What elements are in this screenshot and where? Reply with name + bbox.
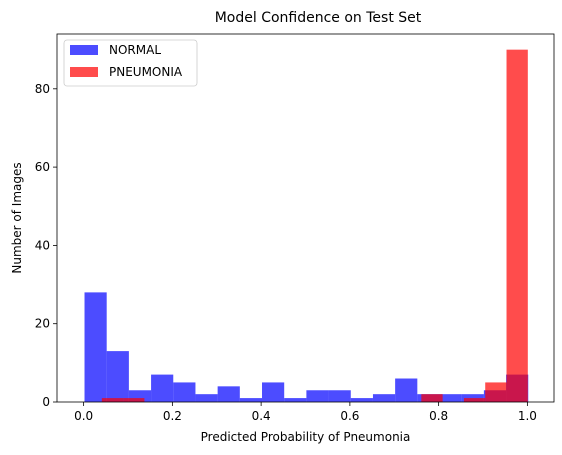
bar-normal-16 (439, 394, 462, 402)
legend-swatch-normal (70, 45, 98, 55)
x-tick-label-5: 1.0 (518, 409, 537, 423)
y-tick-label-3: 60 (35, 160, 50, 174)
y-tick-label-0: 0 (42, 395, 50, 409)
x-tick-label-3: 0.6 (340, 409, 359, 423)
x-tick-label-4: 0.8 (429, 409, 448, 423)
bar-pneumonia-1 (123, 398, 145, 402)
y-tick-label-2: 40 (35, 238, 50, 252)
bar-normal-10 (306, 390, 329, 402)
chart-title: Model Confidence on Test Set (215, 10, 422, 26)
legend-label-pneumonia: PNEUMONIA (109, 65, 183, 79)
legend: NORMAL PNEUMONIA (63, 39, 198, 87)
x-axis-label: Predicted Probability of Pneumonia (201, 430, 411, 444)
bar-normal-13 (372, 394, 396, 402)
bar-pneumonia-19 (506, 49, 528, 402)
y-tick-label-1: 20 (35, 317, 50, 331)
x-axis: 0.0 0.2 0.4 0.6 0.8 1.0 (74, 402, 537, 423)
bar-normal-14 (395, 378, 418, 402)
bar-normal-11 (328, 390, 351, 402)
legend-swatch-pneumonia (70, 67, 98, 77)
x-tick-label-0: 0.0 (74, 409, 93, 423)
x-tick-label-1: 0.2 (163, 409, 182, 423)
bar-pneumonia-18 (485, 382, 507, 402)
y-axis-label: Number of Images (10, 162, 24, 273)
bar-normal-4 (173, 382, 196, 402)
bars-layer (84, 49, 529, 402)
bar-normal-7 (239, 398, 263, 402)
bar-normal-3 (151, 374, 174, 402)
bar-normal-8 (262, 382, 285, 402)
plot-frame (56, 33, 555, 403)
legend-label-normal: NORMAL (109, 43, 161, 57)
bar-normal-2 (128, 390, 152, 402)
plot-area (56, 33, 555, 403)
bar-normal-9 (284, 398, 307, 402)
bar-normal-0 (84, 292, 107, 402)
y-tick-label-4: 80 (35, 82, 50, 96)
bar-pneumonia-17 (463, 398, 486, 402)
bar-pneumonia-15 (421, 394, 443, 402)
bar-normal-12 (350, 398, 373, 402)
bar-pneumonia-0 (101, 398, 124, 402)
bar-normal-1 (106, 351, 129, 402)
y-axis: 0 20 40 60 80 (35, 82, 57, 409)
bar-normal-6 (217, 386, 240, 402)
x-tick-label-2: 0.4 (252, 409, 271, 423)
bar-normal-5 (195, 394, 218, 402)
